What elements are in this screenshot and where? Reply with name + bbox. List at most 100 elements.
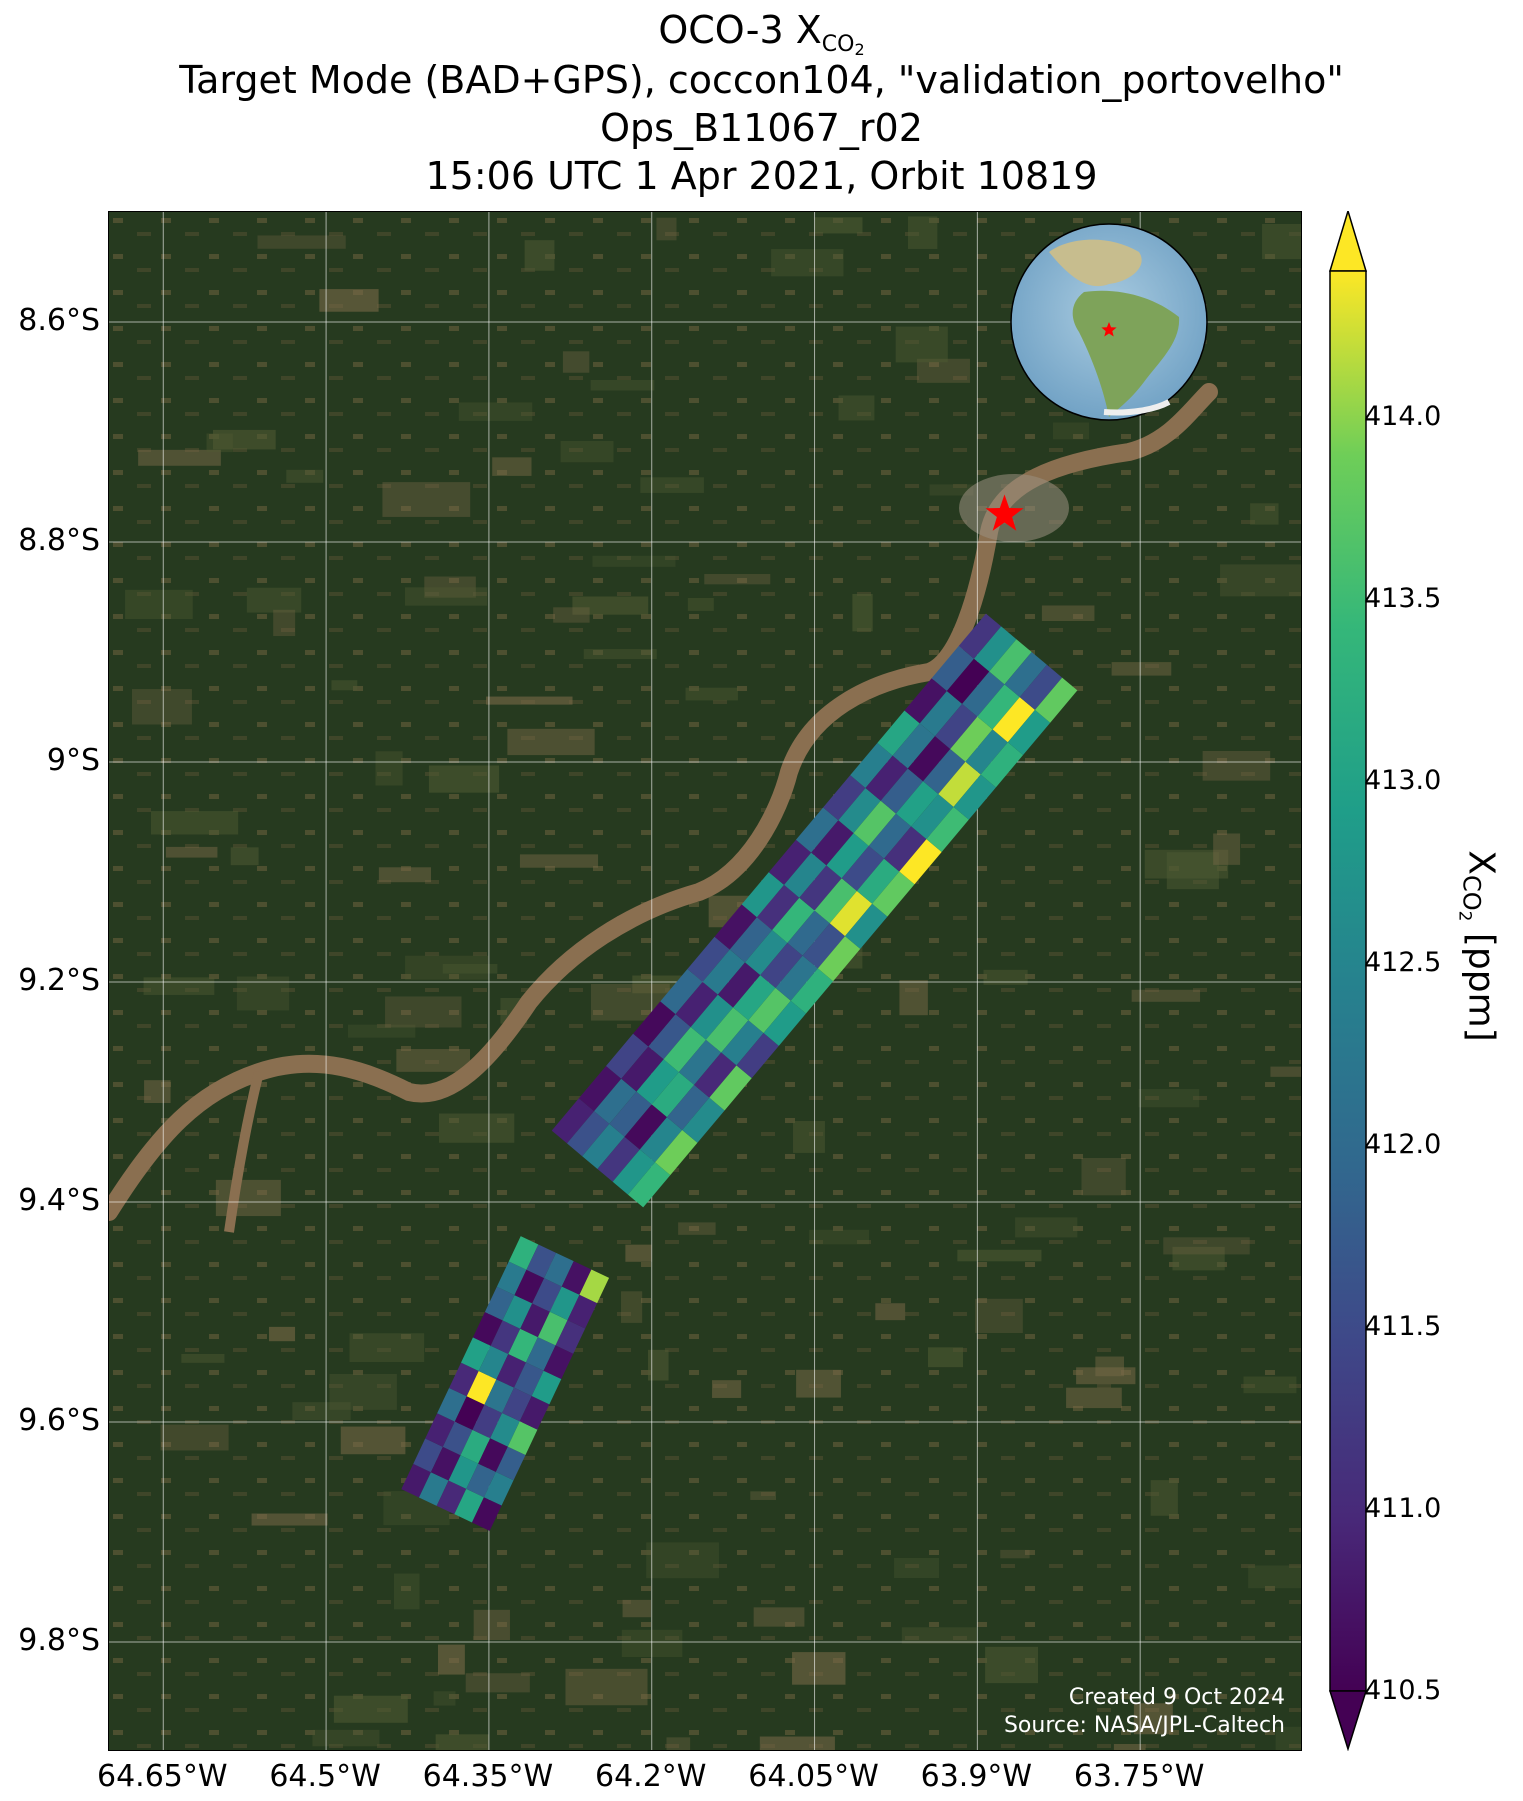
xco2-sounding-cell[interactable]: [621, 1046, 664, 1092]
xco2-sounding-cell[interactable]: [702, 949, 746, 995]
xco2-sounding-cell[interactable]: [508, 1236, 539, 1270]
xco2-sounding-cell[interactable]: [787, 910, 830, 956]
xco2-sounding-cell[interactable]: [950, 716, 993, 762]
xco2-sounding-cell[interactable]: [775, 955, 818, 1001]
xco2-sounding-cell[interactable]: [784, 852, 827, 898]
xco2-sounding-cell[interactable]: [401, 1463, 431, 1498]
xco2-sounding-cell[interactable]: [946, 658, 990, 704]
xco2-sounding-cell[interactable]: [555, 1320, 586, 1354]
xco2-sounding-cell[interactable]: [442, 1421, 473, 1456]
xco2-sounding-cell[interactable]: [877, 710, 920, 756]
xco2-sounding-cell[interactable]: [992, 697, 1035, 743]
xco2-sounding-cell[interactable]: [980, 742, 1024, 788]
xco2-sounding-cell[interactable]: [502, 1295, 533, 1329]
xco2-sounding-cell[interactable]: [460, 1429, 491, 1464]
xco2-sounding-cell[interactable]: [802, 923, 846, 969]
xco2-sounding-cell[interactable]: [425, 1413, 455, 1447]
xco2-sounding-cell[interactable]: [962, 671, 1005, 717]
xco2-sounding-cell[interactable]: [907, 736, 951, 782]
xco2-sounding-cell[interactable]: [639, 1117, 683, 1163]
xco2-sounding-cell[interactable]: [609, 1091, 652, 1137]
xco2-sounding-cell[interactable]: [627, 1162, 671, 1208]
xco2-sounding-cell[interactable]: [466, 1463, 496, 1498]
xco2-sounding-cell[interactable]: [884, 826, 927, 872]
xco2-sounding-cell[interactable]: [648, 1014, 691, 1060]
xco2-sounding-cell[interactable]: [853, 800, 896, 846]
xco2-sounding-cell[interactable]: [484, 1379, 515, 1413]
xco2-sounding-cell[interactable]: [466, 1370, 497, 1405]
xco2-sounding-cell[interactable]: [484, 1286, 515, 1321]
xco2-sounding-cell[interactable]: [741, 872, 785, 918]
xco2-sounding-cell[interactable]: [582, 1123, 625, 1169]
xco2-sounding-cell[interactable]: [748, 987, 791, 1034]
xco2-sounding-cell[interactable]: [865, 755, 908, 801]
xco2-sounding-cell[interactable]: [502, 1387, 532, 1422]
xco2-sounding-cell[interactable]: [567, 1294, 598, 1329]
xco2-sounding-cell[interactable]: [449, 1362, 479, 1397]
xco2-sounding-cell[interactable]: [817, 936, 861, 982]
xco2-sounding-cell[interactable]: [490, 1320, 521, 1355]
xco2-sounding-cell[interactable]: [919, 691, 963, 737]
xco2-sounding-cell[interactable]: [729, 917, 773, 963]
xco2-sounding-cell[interactable]: [958, 613, 1002, 659]
xco2-sounding-cell[interactable]: [633, 1001, 676, 1047]
xco2-sounding-cell[interactable]: [931, 645, 975, 692]
xco2-sounding-cell[interactable]: [768, 839, 812, 885]
xco2-sounding-cell[interactable]: [974, 626, 1017, 672]
xco2-sounding-cell[interactable]: [418, 1472, 449, 1506]
xco2-sounding-cell[interactable]: [514, 1362, 544, 1397]
xco2-sounding-cell[interactable]: [899, 839, 942, 885]
xco2-sounding-cell[interactable]: [977, 684, 1020, 730]
xco2-sounding-cell[interactable]: [756, 884, 800, 931]
xco2-sounding-cell[interactable]: [636, 1059, 679, 1105]
xco2-sounding-cell[interactable]: [514, 1269, 545, 1304]
xco2-sounding-cell[interactable]: [872, 871, 915, 917]
xco2-sounding-cell[interactable]: [507, 1421, 538, 1455]
xco2-sounding-cell[interactable]: [430, 1446, 461, 1481]
xco2-sounding-cell[interactable]: [790, 968, 834, 1014]
xco2-sounding-cell[interactable]: [472, 1312, 503, 1346]
xco2-sounding-cell[interactable]: [651, 1072, 695, 1118]
xco2-sounding-cell[interactable]: [841, 845, 885, 891]
xco2-sounding-cell[interactable]: [760, 942, 803, 988]
xco2-sounding-cell[interactable]: [437, 1387, 467, 1422]
xco2-sounding-cell[interactable]: [795, 807, 839, 853]
xco2-sounding-cell[interactable]: [1034, 677, 1078, 723]
xco2-sounding-cell[interactable]: [537, 1311, 568, 1346]
xco2-sounding-cell[interactable]: [829, 890, 873, 937]
xco2-sounding-cell[interactable]: [471, 1497, 502, 1531]
xco2-sounding-cell[interactable]: [868, 813, 912, 859]
xco2-sounding-cell[interactable]: [578, 1065, 622, 1112]
xco2-sounding-cell[interactable]: [472, 1404, 503, 1439]
xco2-sounding-cell[interactable]: [690, 994, 734, 1040]
xco2-sounding-cell[interactable]: [1019, 664, 1063, 710]
xco2-sounding-cell[interactable]: [561, 1261, 592, 1295]
xco2-sounding-cell[interactable]: [496, 1261, 527, 1296]
xco2-sounding-cell[interactable]: [454, 1396, 485, 1430]
xco2-sounding-cell[interactable]: [965, 729, 1008, 775]
xco2-sounding-cell[interactable]: [597, 1136, 640, 1182]
xco2-sounding-cell[interactable]: [717, 962, 761, 1008]
xco2-sounding-cell[interactable]: [733, 975, 776, 1021]
xco2-sounding-cell[interactable]: [490, 1412, 520, 1447]
xco2-sounding-cell[interactable]: [612, 1149, 656, 1195]
xco2-sounding-cell[interactable]: [532, 1278, 562, 1312]
xco2-sounding-cell[interactable]: [544, 1252, 574, 1287]
xco2-sounding-cell[interactable]: [531, 1370, 562, 1405]
xco2-sounding-cell[interactable]: [478, 1345, 509, 1380]
xco2-sounding-cell[interactable]: [526, 1244, 557, 1279]
xco2-sounding-cell[interactable]: [594, 1078, 637, 1124]
xco2-sounding-cell[interactable]: [772, 897, 815, 943]
xco2-sounding-cell[interactable]: [989, 639, 1032, 685]
xco2-sounding-cell[interactable]: [624, 1104, 667, 1150]
map-panel[interactable]: Created 9 Oct 2024 Source: NASA/JPL-Calt…: [108, 211, 1302, 1751]
xco2-sounding-cell[interactable]: [763, 1000, 806, 1046]
xco2-sounding-cell[interactable]: [694, 1052, 737, 1098]
xco2-sounding-cell[interactable]: [678, 1039, 722, 1085]
xco2-sounding-cell[interactable]: [478, 1438, 508, 1472]
xco2-sounding-cell[interactable]: [811, 820, 854, 866]
xco2-sounding-cell[interactable]: [923, 748, 966, 795]
xco2-sounding-cell[interactable]: [461, 1337, 491, 1371]
xco2-sounding-cell[interactable]: [519, 1396, 550, 1430]
xco2-sounding-cell[interactable]: [826, 833, 869, 879]
